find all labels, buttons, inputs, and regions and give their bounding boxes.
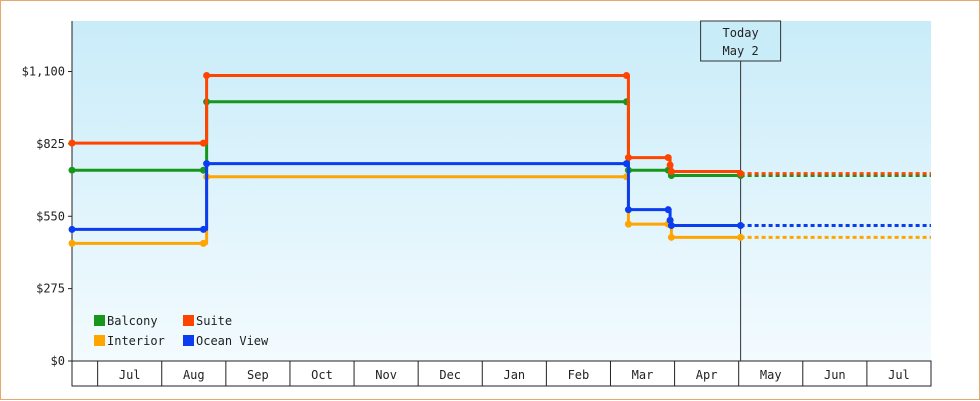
x-tick-label: Sep [247,368,269,382]
y-tick-label: $0 [51,354,65,368]
x-tick-label: Apr [696,368,718,382]
y-tick-label: $825 [36,137,65,151]
x-tick-label: Mar [632,368,654,382]
data-point-ocean-view [203,160,211,168]
data-point-suite [623,71,631,79]
legend-swatch-balcony [94,315,105,326]
x-tick-label: Feb [568,368,590,382]
plot-area [72,21,931,361]
today-date: May 2 [723,44,759,58]
data-point-suite [666,161,674,169]
data-point-suite [203,71,211,79]
data-point-suite [737,170,745,178]
x-tick-label: Jan [503,368,525,382]
data-point-interior [737,233,745,241]
data-point-interior [68,239,76,247]
data-point-suite [624,154,632,162]
data-point-ocean-view [666,216,674,224]
data-point-ocean-view [199,225,207,233]
y-tick-label: $275 [36,282,65,296]
y-tick-label: $1,100 [22,65,65,79]
legend-swatch-ocean-view [183,335,194,346]
data-point-suite [68,139,76,147]
data-point-ocean-view [68,225,76,233]
data-point-ocean-view [667,221,675,229]
data-point-interior [667,233,675,241]
x-tick-label: Jul [119,368,141,382]
legend-label-suite: Suite [196,314,232,328]
data-point-ocean-view [624,206,632,214]
legend-label-balcony: Balcony [107,314,158,328]
data-point-suite [199,139,207,147]
x-tick-label: Jul [888,368,910,382]
legend-swatch-interior [94,335,105,346]
x-tick-label: Dec [439,368,461,382]
data-point-interior [199,239,207,247]
x-tick-label: Aug [183,368,205,382]
today-label: Today [723,26,759,40]
legend-label-ocean-view: Ocean View [196,334,269,348]
data-point-suite [667,168,675,176]
legend-swatch-suite [183,315,194,326]
data-point-suite [664,154,672,162]
legend-label-interior: Interior [107,334,165,348]
x-tick-label: May [760,368,782,382]
x-tick-label: Nov [375,368,397,382]
x-tick-label: Oct [311,368,333,382]
data-point-balcony [68,166,76,174]
y-tick-label: $550 [36,209,65,223]
data-point-interior [624,220,632,228]
x-tick-label: Jun [824,368,846,382]
data-point-ocean-view [737,221,745,229]
x-axis-band [71,360,932,387]
today-box [700,20,782,62]
data-point-ocean-view [664,206,672,214]
data-point-ocean-view [623,160,631,168]
